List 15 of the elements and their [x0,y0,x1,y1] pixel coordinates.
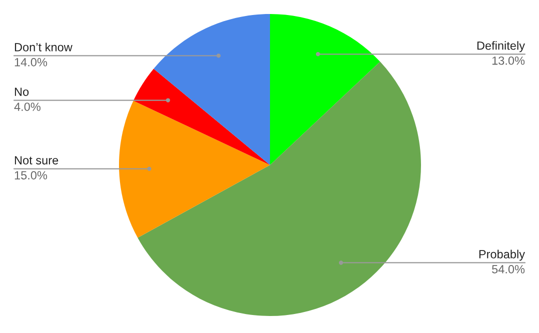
data-label: 13.0% [492,56,525,65]
data-label: 15.0% [14,171,48,180]
slice-label: Probably [479,250,525,261]
slice-label: Don’t know [14,42,72,52]
pie-slice [270,14,380,165]
data-label: 54.0% [492,265,525,274]
pie-slice [133,68,270,165]
pie-slice [119,100,270,238]
slice-label: No [14,88,29,96]
data-label: 14.0% [14,58,48,66]
pie-slice [138,62,421,316]
data-label: 4.0% [14,102,40,111]
slice-label: Not sure [14,156,58,164]
pie-slice [154,14,270,165]
slice-label: Definitely [477,41,525,52]
